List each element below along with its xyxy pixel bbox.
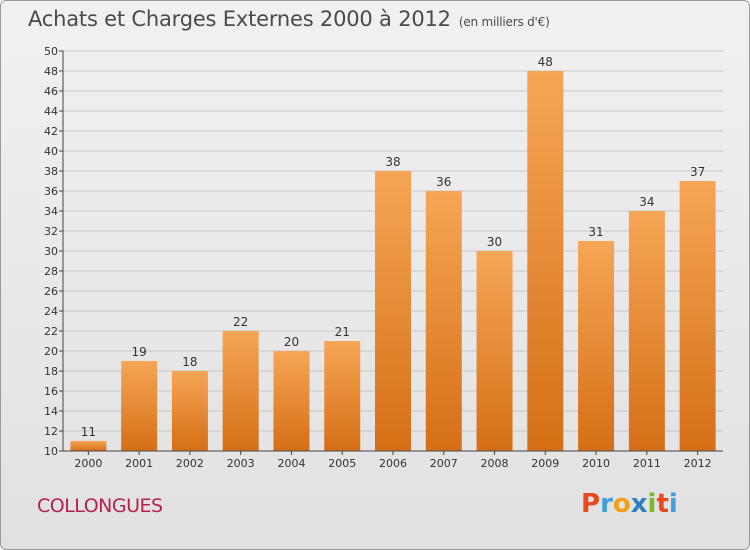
y-tick-label: 34: [44, 205, 58, 218]
data-label: 34: [639, 195, 654, 209]
bar-2006: [375, 171, 411, 451]
data-label: 22: [233, 315, 248, 329]
bar-2001: [121, 361, 158, 451]
logo-letter: i: [647, 489, 657, 519]
x-tick-label: 2000: [74, 457, 102, 470]
logo-letter: i: [668, 489, 678, 519]
y-tick-label: 12: [44, 425, 58, 438]
chart-title: Achats et Charges Externes 2000 à 2012 (e…: [28, 7, 550, 31]
data-label: 21: [335, 325, 350, 339]
y-tick-label: 48: [44, 65, 58, 78]
x-tick-label: 2009: [531, 457, 559, 470]
chart-title-text: Achats et Charges Externes 2000 à 2012: [28, 7, 451, 31]
y-tick-label: 24: [44, 305, 58, 318]
chart-subtitle: (en milliers d'€): [458, 15, 550, 29]
logo-letter: t: [656, 489, 669, 519]
commune-name: COLLONGUES: [37, 495, 163, 517]
y-tick-label: 14: [44, 405, 58, 418]
logo-letter: r: [600, 489, 613, 519]
y-tick-label: 18: [44, 365, 58, 378]
x-tick-label: 2012: [684, 457, 712, 470]
x-tick-label: 2011: [633, 457, 661, 470]
data-label: 11: [81, 425, 96, 439]
proxiti-logo: Proxiti: [581, 489, 678, 519]
bar-2005: [324, 341, 361, 451]
bar-2007: [425, 191, 462, 451]
x-tick-label: 2006: [379, 457, 407, 470]
data-label: 37: [690, 165, 705, 179]
bar-2002: [171, 371, 208, 451]
data-label: 30: [487, 235, 502, 249]
y-tick-label: 38: [44, 165, 58, 178]
data-label: 20: [284, 335, 299, 349]
x-tick-label: 2003: [227, 457, 255, 470]
y-tick-label: 44: [44, 105, 58, 118]
data-labels: 11 19 18 22 20 21 38 36 30 48 31 34 37: [81, 55, 706, 439]
y-tick-label: 16: [44, 385, 58, 398]
x-tick-label: 2007: [430, 457, 458, 470]
axes: 10 12 14 16 18 20 22 24 26 28 30 32 34 36 38 40 42 44 46 48…: [44, 45, 723, 470]
x-tick-label: 2010: [582, 457, 610, 470]
data-label: 18: [182, 355, 197, 369]
y-tick-label: 30: [44, 245, 58, 258]
data-label: 19: [132, 345, 147, 359]
x-tick-label: 2008: [481, 457, 509, 470]
bar-2010: [578, 241, 615, 451]
y-tick-label: 50: [44, 45, 58, 58]
bar-2000: [70, 441, 107, 451]
x-tick-label: 2005: [328, 457, 356, 470]
y-tick-label: 32: [44, 225, 58, 238]
x-tick-label: 2001: [125, 457, 153, 470]
y-tick-label: 20: [44, 345, 58, 358]
y-tick-label: 10: [44, 445, 58, 458]
bar-2011: [628, 211, 665, 451]
logo-letter: o: [612, 489, 631, 519]
y-tick-label: 22: [44, 325, 58, 338]
bar-2009: [527, 71, 564, 451]
y-tick-label: 42: [44, 125, 58, 138]
logo-letter: P: [581, 489, 601, 519]
data-label: 48: [538, 55, 553, 69]
y-tick-label: 46: [44, 85, 58, 98]
y-tick-label: 28: [44, 265, 58, 278]
y-tick-label: 36: [44, 185, 58, 198]
bar-2003: [222, 331, 259, 451]
bars: [70, 71, 716, 451]
x-tick-label: 2002: [176, 457, 204, 470]
logo-letter: x: [630, 489, 648, 519]
bar-2008: [476, 251, 513, 451]
data-label: 31: [588, 225, 603, 239]
bar-2004: [273, 351, 310, 451]
data-label: 38: [385, 155, 400, 169]
x-tick-label: 2004: [277, 457, 305, 470]
data-label: 36: [436, 175, 451, 189]
y-tick-label: 26: [44, 285, 58, 298]
y-tick-label: 40: [44, 145, 58, 158]
bar-2012: [679, 181, 716, 451]
